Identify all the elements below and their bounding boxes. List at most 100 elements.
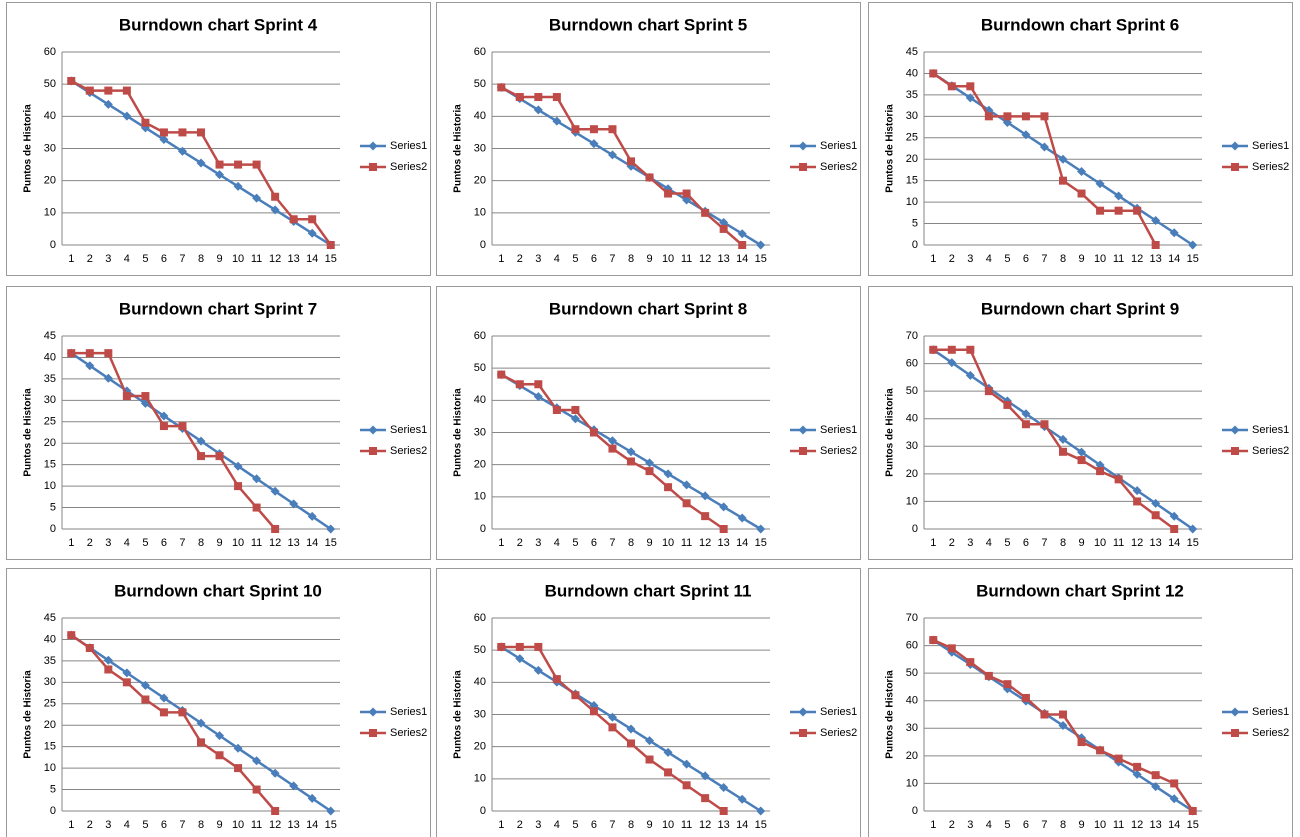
data-point	[1133, 206, 1142, 215]
data-point	[234, 764, 243, 773]
x-tick-label: 2	[87, 253, 93, 265]
legend-marker	[369, 729, 377, 737]
x-tick-label: 14	[736, 253, 748, 265]
data-point	[947, 644, 956, 653]
data-point	[552, 675, 561, 684]
data-point	[756, 524, 766, 534]
data-point	[178, 422, 187, 431]
y-tick-label: 60	[474, 46, 486, 58]
data-point	[159, 128, 168, 137]
x-tick-label: 2	[87, 537, 93, 549]
legend-marker	[369, 447, 377, 455]
data-point	[196, 718, 206, 728]
x-tick-label: 10	[232, 253, 244, 265]
legend-marker	[368, 141, 378, 151]
data-point	[966, 345, 975, 354]
data-point	[1077, 738, 1086, 747]
x-tick-label: 10	[662, 819, 674, 831]
data-point	[627, 739, 635, 748]
legend-marker	[1231, 729, 1239, 737]
data-point	[984, 387, 993, 396]
y-tick-label: 0	[480, 239, 486, 251]
x-tick-label: 3	[105, 253, 111, 265]
x-tick-label: 9	[646, 253, 652, 265]
x-tick-label: 12	[269, 253, 281, 265]
data-point	[663, 747, 673, 757]
data-point	[1003, 112, 1012, 121]
x-tick-label: 2	[517, 537, 523, 549]
data-point	[252, 756, 262, 766]
data-point	[1169, 511, 1179, 521]
data-point	[738, 241, 747, 249]
data-point	[1040, 420, 1049, 429]
x-tick-label: 2	[949, 253, 955, 265]
x-tick-label: 1	[930, 253, 936, 265]
x-tick-label: 5	[142, 819, 148, 831]
data-point	[1169, 228, 1179, 238]
y-tick-label: 0	[912, 523, 918, 535]
y-tick-label: 5	[50, 501, 56, 513]
y-tick-label: 20	[44, 175, 56, 187]
x-tick-label: 14	[736, 537, 748, 549]
x-tick-label: 2	[949, 819, 955, 831]
data-point	[159, 708, 168, 717]
y-tick-label: 0	[480, 805, 486, 817]
data-point	[141, 118, 150, 127]
data-point	[215, 160, 224, 169]
data-point	[645, 458, 655, 468]
y-tick-label: 50	[474, 644, 486, 656]
x-tick-label: 3	[967, 253, 973, 265]
y-tick-label: 30	[44, 142, 56, 154]
x-tick-label: 3	[967, 537, 973, 549]
y-tick-label: 20	[906, 468, 918, 480]
x-tick-label: 9	[216, 253, 222, 265]
data-point	[1021, 112, 1030, 121]
y-tick-label: 30	[906, 440, 918, 452]
data-point	[196, 158, 206, 168]
chart-panel: Burndown chart Sprint 12 Puntos de Histor…	[868, 568, 1293, 837]
data-point	[177, 146, 187, 156]
x-tick-label: 6	[161, 537, 167, 549]
x-tick-label: 7	[609, 537, 615, 549]
y-tick-label: 50	[44, 78, 56, 90]
x-tick-label: 4	[554, 537, 560, 549]
data-point	[589, 707, 598, 716]
legend-label: Series2	[820, 161, 857, 173]
data-point	[104, 86, 113, 95]
x-tick-label: 7	[179, 819, 185, 831]
legend-label: Series1	[1252, 424, 1289, 436]
data-point	[1096, 467, 1105, 476]
y-tick-label: 40	[906, 695, 918, 707]
data-point	[627, 457, 635, 466]
data-point	[1039, 142, 1049, 152]
x-tick-label: 6	[161, 819, 167, 831]
chart-panel: Burndown chart Sprint 7 Puntos de Histori…	[6, 286, 431, 560]
y-tick-label: 25	[906, 132, 918, 144]
y-tick-label: 25	[44, 416, 56, 428]
x-tick-label: 3	[967, 819, 973, 831]
x-tick-label: 9	[646, 819, 652, 831]
legend-marker	[799, 729, 807, 737]
x-tick-label: 1	[930, 819, 936, 831]
x-tick-label: 13	[1150, 537, 1162, 549]
data-point	[1188, 240, 1198, 250]
x-tick-label: 6	[1023, 537, 1029, 549]
data-point	[682, 189, 691, 198]
y-tick-label: 0	[912, 239, 918, 251]
data-point	[1132, 486, 1142, 496]
x-tick-label: 14	[1168, 253, 1180, 265]
data-point	[252, 785, 261, 794]
data-point	[552, 405, 561, 414]
x-tick-label: 8	[628, 819, 634, 831]
y-tick-label: 20	[474, 175, 486, 187]
data-point	[497, 642, 506, 651]
data-point	[307, 511, 317, 521]
y-tick-label: 15	[44, 741, 56, 753]
x-tick-label: 12	[1131, 819, 1143, 831]
data-point	[1151, 216, 1161, 226]
data-point	[252, 160, 261, 169]
y-tick-label: 60	[906, 639, 918, 651]
y-tick-label: 0	[50, 805, 56, 817]
data-point	[534, 93, 543, 102]
legend-label: Series2	[820, 727, 857, 739]
